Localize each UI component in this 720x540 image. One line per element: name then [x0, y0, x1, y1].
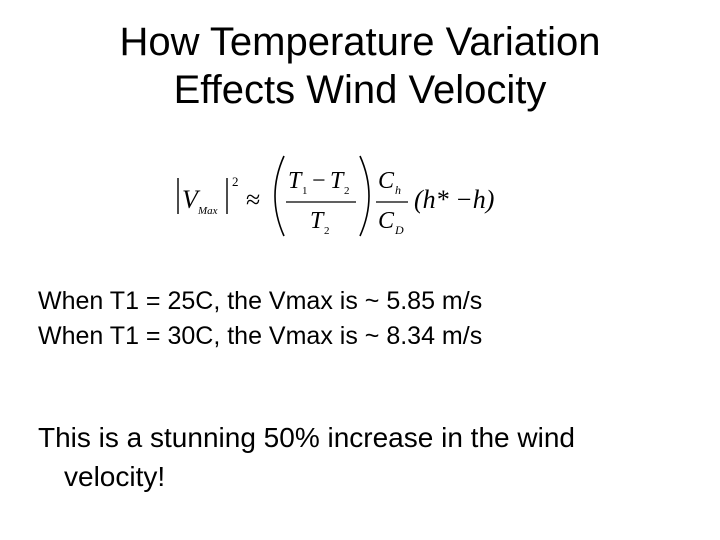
numerator-t2: T — [330, 168, 345, 194]
right-paren — [359, 155, 370, 237]
left-paren — [274, 155, 285, 237]
height-difference-term: (h* −h) — [414, 185, 494, 214]
lhs-variable: V — [182, 185, 201, 214]
coefficient-cd-sub: D — [394, 223, 404, 237]
lhs-subscript: Max — [197, 205, 218, 217]
denominator-t2: T — [310, 208, 325, 234]
coefficient-ch-sub: h — [395, 183, 401, 197]
conclusion-paragraph: This is a stunning 50% increase in the w… — [38, 418, 575, 496]
conclusion-line-2: velocity! — [64, 461, 166, 492]
wind-velocity-formula: V Max 2 ≈ T 1 − T 2 T 2 C h C D (h* −h) — [170, 148, 510, 248]
numerator-minus: − — [312, 168, 326, 194]
result-line-t1-30: When T1 = 30C, the Vmax is ~ 8.34 m/s — [38, 322, 483, 350]
slide-title-line-2: Effects Wind Velocity — [173, 68, 547, 112]
coefficient-ch: C — [378, 168, 395, 194]
numerator-t1-sub: 1 — [302, 185, 308, 197]
denominator-t2-sub: 2 — [324, 225, 330, 237]
numerator-t2-sub: 2 — [344, 185, 350, 197]
lhs-exponent: 2 — [232, 174, 239, 189]
result-line-t1-25: When T1 = 25C, the Vmax is ~ 5.85 m/s — [38, 287, 483, 315]
slide-title: How Temperature Variation Effects Wind V… — [0, 18, 720, 114]
formula-graphic: V Max 2 ≈ T 1 − T 2 T 2 C h C D (h* −h) — [177, 155, 494, 237]
approx-symbol: ≈ — [246, 185, 260, 214]
numerator-t1: T — [288, 168, 303, 194]
slide-title-line-1: How Temperature Variation — [119, 20, 601, 64]
conclusion-line-1: This is a stunning 50% increase in the w… — [38, 422, 575, 453]
coefficient-cd: C — [378, 208, 395, 234]
